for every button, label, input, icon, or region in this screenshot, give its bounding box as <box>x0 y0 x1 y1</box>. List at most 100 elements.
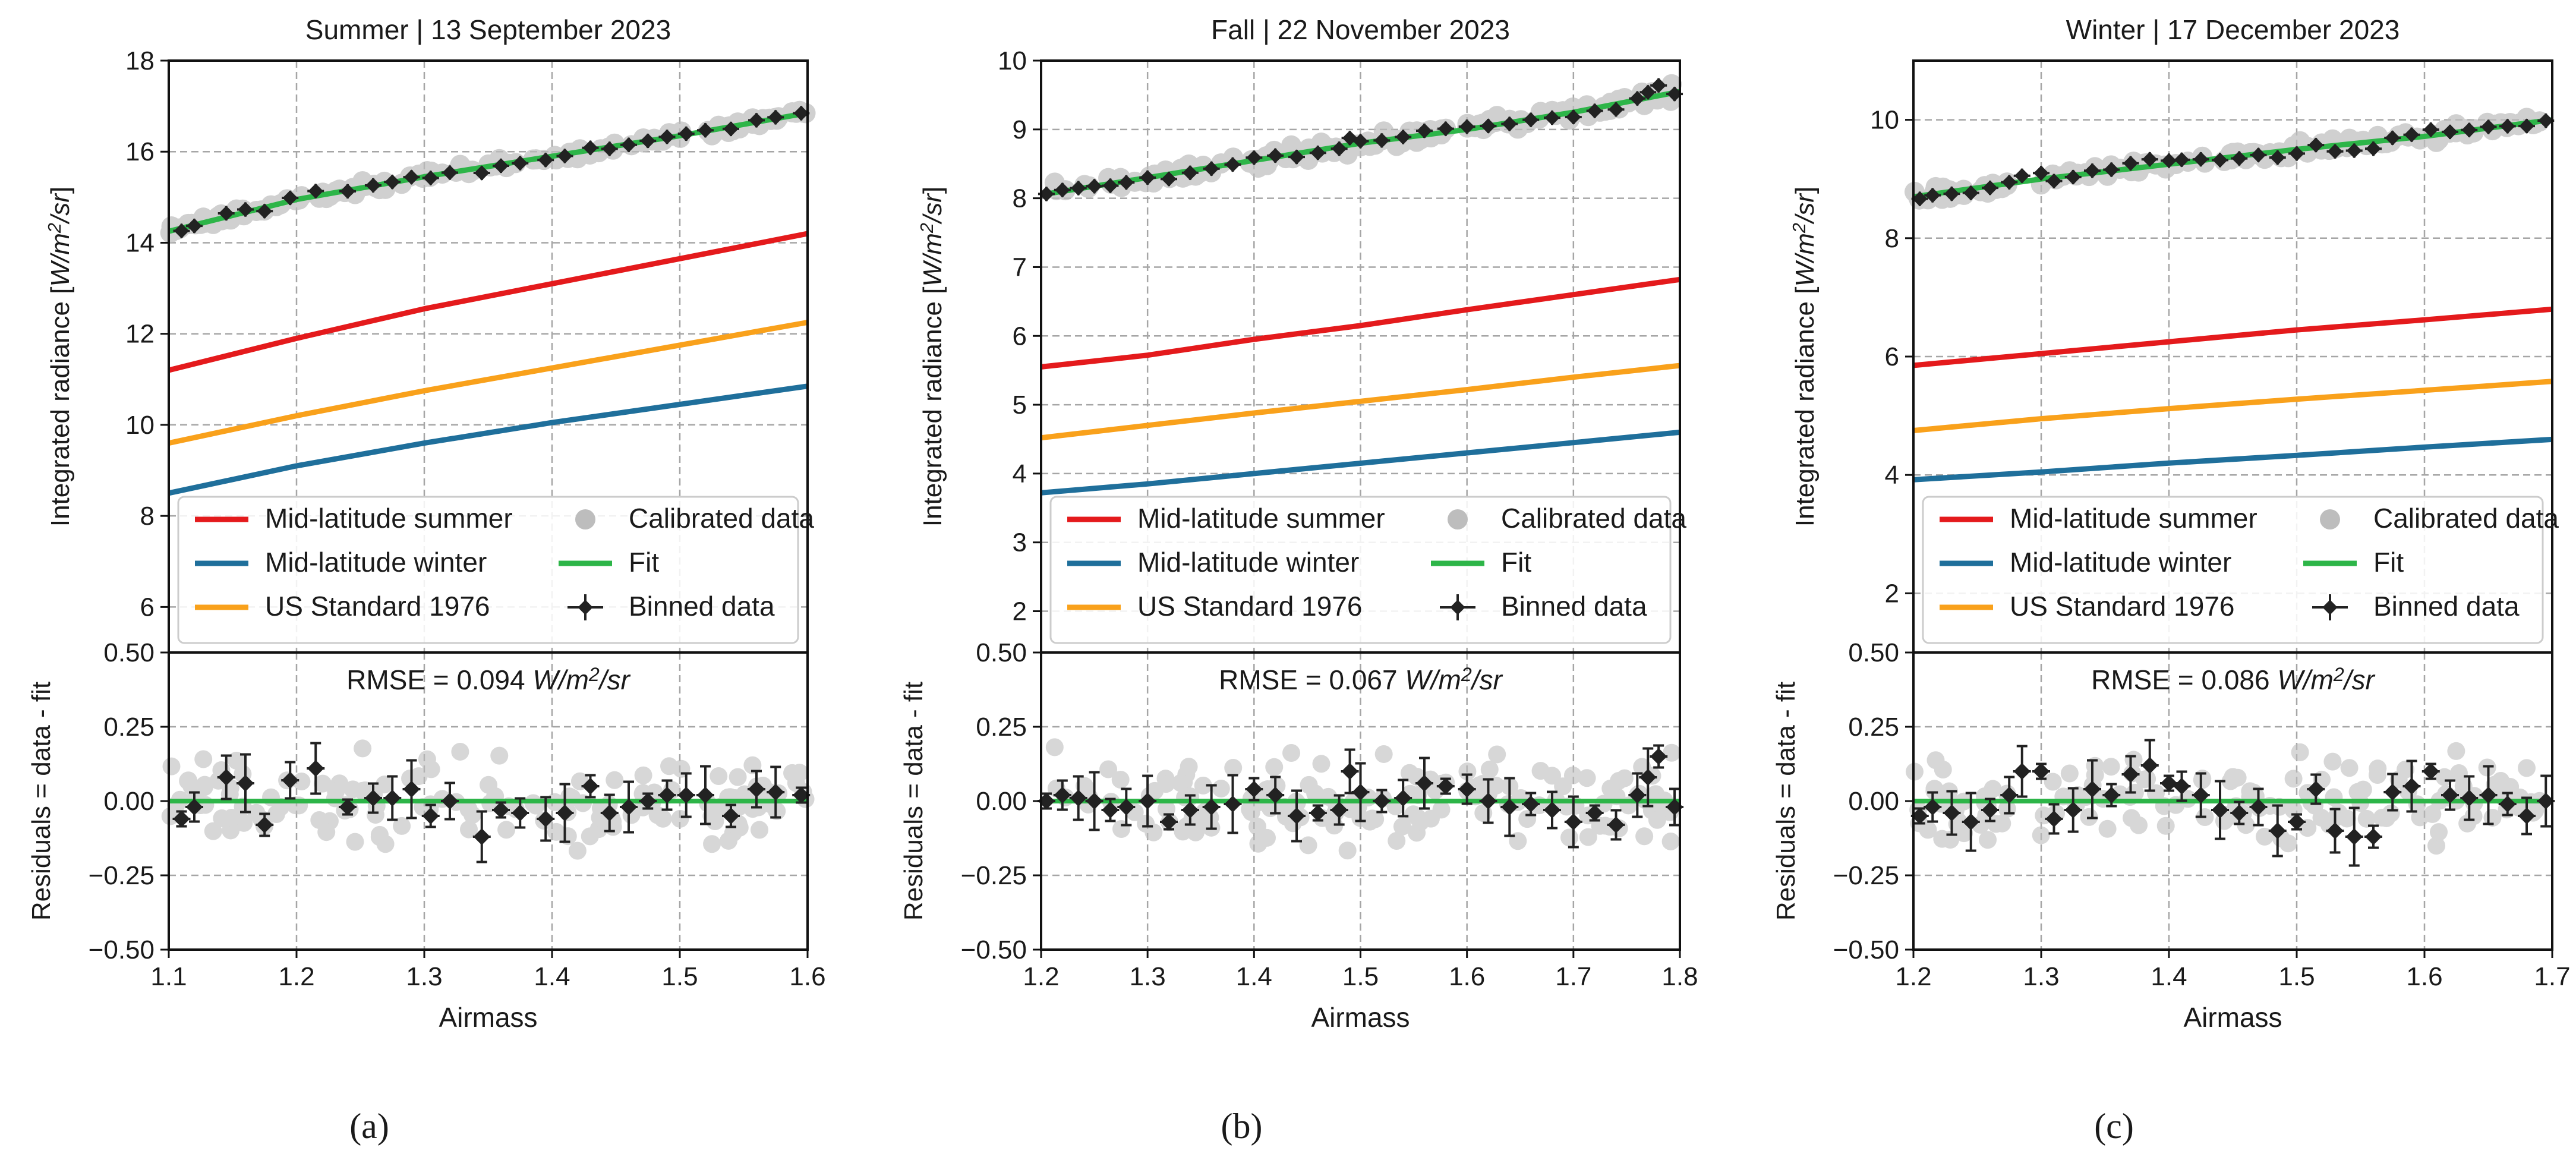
calibrated-residual-point <box>195 778 213 796</box>
binned-point <box>1246 150 1262 166</box>
binned-point <box>1587 103 1603 119</box>
residual-point <box>2461 789 2478 807</box>
binned-point <box>384 174 400 190</box>
calibrated-residual-point <box>204 822 222 840</box>
calibrated-residual-point <box>2060 764 2079 783</box>
residual-point <box>282 771 299 789</box>
binned-point <box>1395 129 1411 145</box>
calibrated-residual-point <box>343 780 362 799</box>
calibrated-residual-point <box>2357 809 2376 828</box>
legend-label-calibrated: Calibrated data <box>629 503 814 534</box>
y-tick-label-top: 9 <box>1013 115 1027 144</box>
x-axis-label: Airmass <box>1311 1002 1410 1033</box>
y-tick-label-top: 10 <box>125 411 155 440</box>
residual-point <box>2326 822 2344 840</box>
calibrated-residual-point <box>1663 743 1681 762</box>
binned-point <box>640 133 655 149</box>
calibrated-residual-point <box>1174 822 1192 841</box>
calibrated-residual-point <box>1578 769 1596 787</box>
binned-point <box>2461 122 2477 138</box>
legend-label-us: US Standard 1976 <box>1137 591 1363 622</box>
binned-point <box>512 155 528 171</box>
calibrated-residual-point <box>606 771 624 789</box>
calibrated-residual-point <box>1249 834 1267 853</box>
residual-point <box>1480 792 1497 810</box>
legend-label-mlw: Mid-latitude winter <box>265 547 487 578</box>
residual-point <box>384 789 401 807</box>
y-tick-label-bottom: −0.50 <box>1833 935 1899 964</box>
binned-point <box>442 165 458 181</box>
x-tick-label: 1.7 <box>1555 962 1591 991</box>
calibrated-residual-point <box>1458 762 1477 781</box>
residual-point <box>1911 807 1928 825</box>
x-tick-label: 1.5 <box>2278 962 2315 991</box>
legend-box <box>177 496 799 644</box>
binned-point <box>1331 141 1347 156</box>
binned-point <box>1289 149 1304 165</box>
residual-point <box>512 804 529 822</box>
y-tick-label-top: 2 <box>1013 597 1027 626</box>
binned-point <box>308 183 323 199</box>
y-tick-label-top: 12 <box>125 320 155 349</box>
y-tick-label-top: 4 <box>1013 459 1027 488</box>
x-tick-label: 1.6 <box>1449 962 1485 991</box>
calibrated-residual-point <box>730 818 749 837</box>
binned-point <box>1267 148 1283 163</box>
x-tick-label: 1.6 <box>789 962 825 991</box>
series-line-mls <box>1041 276 1680 370</box>
legend: Mid-latitude summer Mid-latitude winter US… <box>1922 496 2559 644</box>
y-axis-label-bottom: Residuals = data - fit <box>1771 682 1801 921</box>
calibrated-residual-point <box>751 821 769 839</box>
residual-point <box>473 828 490 846</box>
binned-point <box>238 201 253 218</box>
subfigure-label: (b) <box>1221 1107 1263 1146</box>
binned-point <box>1161 171 1177 187</box>
subfigure-label: (c) <box>2094 1107 2134 1146</box>
binned-point <box>2270 150 2285 165</box>
binned-point <box>2033 165 2049 181</box>
calibrated-residual-point <box>463 806 481 824</box>
calibrated-residual-point <box>1393 817 1411 836</box>
binned-point <box>2289 146 2304 162</box>
y-tick-label-bottom: −0.50 <box>89 935 155 964</box>
calibrated-residual-point <box>1099 760 1118 778</box>
legend-label-binned: Binned data <box>629 591 775 622</box>
calibrated-residual-point <box>2449 764 2468 782</box>
series-line-mls <box>1913 306 2553 368</box>
calibrated-residual-point <box>719 831 737 850</box>
calibrated-residual-point <box>2369 759 2387 778</box>
binned-point <box>1203 161 1219 176</box>
y-tick-label-bottom: −0.25 <box>961 861 1027 890</box>
y-tick-label-top: 6 <box>1885 342 1899 371</box>
binned-point <box>557 148 573 164</box>
y-tick-label-top: 4 <box>1885 461 1899 490</box>
residual-point <box>1522 795 1540 813</box>
y-tick-label-bottom: 0.00 <box>103 787 155 816</box>
binned-point <box>2404 127 2420 143</box>
y-tick-label-bottom: 0.25 <box>103 713 155 742</box>
binned-point <box>1640 84 1656 100</box>
y-tick-label-top: 18 <box>125 46 155 75</box>
binned-data-bottom <box>1037 744 1684 849</box>
binned-point <box>621 137 636 153</box>
calibrated-residual-point <box>2086 766 2104 784</box>
residual-point <box>1330 801 1348 819</box>
binned-point <box>1502 116 1518 132</box>
calibrated-residual-point <box>1601 779 1620 798</box>
series-line-mlw <box>168 383 808 496</box>
residual-point <box>403 780 420 798</box>
binned-point <box>1480 118 1496 134</box>
calibrated-residual-point <box>2291 743 2309 761</box>
chart-title: Summer | 13 September 2023 <box>305 14 671 45</box>
rmse-annotation: RMSE = 0.094 W/m2/sr <box>346 664 630 695</box>
residual-point <box>1054 786 1071 804</box>
calibrated-residual-point <box>1579 828 1597 846</box>
calibrated-residual-point <box>1487 776 1505 795</box>
binned-point <box>2250 147 2266 163</box>
x-tick-label: 1.6 <box>2406 962 2442 991</box>
y-tick-label-top: 6 <box>1013 321 1027 351</box>
chart-panel-2: 1.2 1.3 1.4 1.5 1.6 1.7 1.8 2 3 4 5 6 7 8 9 10 −0.50 −0.2… <box>899 14 1698 1146</box>
calibrated-residual-point <box>222 809 241 827</box>
binned-point <box>679 126 694 141</box>
binned-data-top <box>1038 77 1683 202</box>
